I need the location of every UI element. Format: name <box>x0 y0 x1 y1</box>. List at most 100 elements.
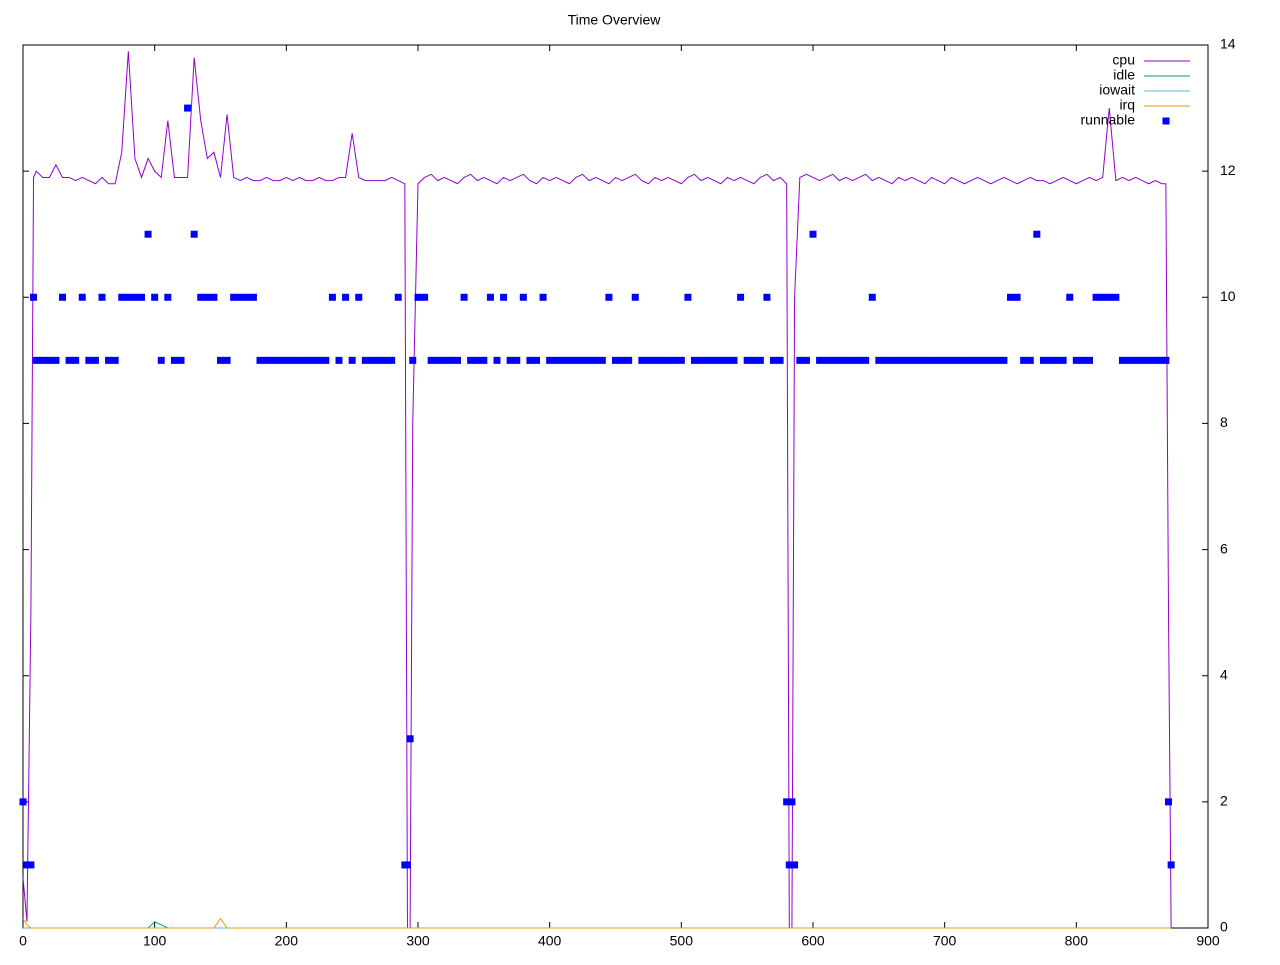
x-tick-label: 900 <box>1196 933 1220 949</box>
data-point <box>296 356 303 364</box>
legend-label: cpu <box>1112 52 1135 68</box>
data-point <box>788 798 796 806</box>
data-point <box>763 293 771 301</box>
data-point <box>1165 798 1172 806</box>
data-point <box>27 861 35 869</box>
data-point <box>888 356 896 364</box>
data-point <box>243 293 251 301</box>
y-tick-label: 8 <box>1220 414 1228 430</box>
series-line <box>22 51 1172 929</box>
data-point <box>85 356 93 364</box>
data-point <box>447 356 455 364</box>
data-point <box>440 356 448 364</box>
data-point <box>1000 356 1008 364</box>
data-point <box>23 861 31 869</box>
data-point <box>1026 356 1034 364</box>
data-point <box>500 293 508 301</box>
data-point <box>1046 356 1054 364</box>
data-point <box>1145 356 1153 364</box>
data-point <box>480 356 488 364</box>
data-point <box>98 293 106 301</box>
data-point <box>144 230 152 238</box>
data-point <box>249 293 257 301</box>
data-point <box>223 356 231 364</box>
data-point <box>737 293 745 301</box>
data-point <box>579 356 587 364</box>
data-point <box>671 356 679 364</box>
data-point <box>776 356 784 364</box>
data-point <box>1167 861 1175 869</box>
data-point <box>39 356 47 364</box>
data-point <box>993 356 1001 364</box>
data-point <box>618 356 626 364</box>
y-tick-label: 14 <box>1220 36 1236 52</box>
data-point <box>65 356 73 364</box>
data-point <box>309 356 317 364</box>
data-point <box>230 293 238 301</box>
data-point <box>572 356 580 364</box>
data-point <box>157 356 165 364</box>
data-point <box>1072 356 1080 364</box>
data-point <box>625 356 633 364</box>
data-point <box>631 293 639 301</box>
data-point <box>1079 356 1087 364</box>
data-point <box>539 293 547 301</box>
data-point <box>1059 356 1067 364</box>
data-point <box>533 356 540 364</box>
data-point <box>388 356 396 364</box>
data-point <box>403 861 411 869</box>
data-point <box>486 293 494 301</box>
data-point <box>552 356 560 364</box>
data-point <box>565 356 573 364</box>
data-point <box>32 356 40 364</box>
data-point <box>1132 356 1140 364</box>
x-tick-label: 400 <box>538 933 562 949</box>
data-point <box>256 356 264 364</box>
y-tick-label: 6 <box>1220 540 1228 556</box>
data-point <box>1112 293 1120 301</box>
data-point <box>974 356 982 364</box>
data-point <box>118 293 126 301</box>
data-point <box>901 356 909 364</box>
data-point <box>282 356 290 364</box>
data-point <box>756 356 764 364</box>
data-point <box>197 293 205 301</box>
data-point <box>170 356 178 364</box>
data-point <box>177 356 185 364</box>
data-point <box>592 356 600 364</box>
data-point <box>236 293 244 301</box>
data-point <box>914 356 922 364</box>
x-tick-label: 200 <box>275 933 299 949</box>
data-point <box>164 293 172 301</box>
data-point <box>335 356 343 364</box>
x-tick-label: 0 <box>19 933 27 949</box>
legend-label: idle <box>1113 67 1135 83</box>
data-point <box>954 356 962 364</box>
data-point <box>802 356 810 364</box>
x-tick-label: 600 <box>801 933 825 949</box>
data-point <box>658 356 666 364</box>
data-point <box>638 356 646 364</box>
data-point <box>217 356 224 364</box>
data-point <box>421 293 429 301</box>
data-point <box>967 356 975 364</box>
data-point <box>131 293 139 301</box>
data-point <box>105 356 113 364</box>
data-point <box>454 356 461 364</box>
legend-swatch <box>1162 117 1170 125</box>
data-point <box>1086 356 1093 364</box>
y-tick-label: 0 <box>1220 919 1228 935</box>
data-point <box>355 293 363 301</box>
data-point <box>697 356 705 364</box>
data-point <box>322 356 330 364</box>
data-point <box>526 356 534 364</box>
data-point <box>381 356 389 364</box>
data-point <box>816 356 824 364</box>
data-point <box>203 293 211 301</box>
data-point <box>704 356 712 364</box>
data-point <box>394 293 402 301</box>
x-tick-label: 800 <box>1065 933 1089 949</box>
data-point <box>467 356 475 364</box>
data-point <box>770 356 777 364</box>
